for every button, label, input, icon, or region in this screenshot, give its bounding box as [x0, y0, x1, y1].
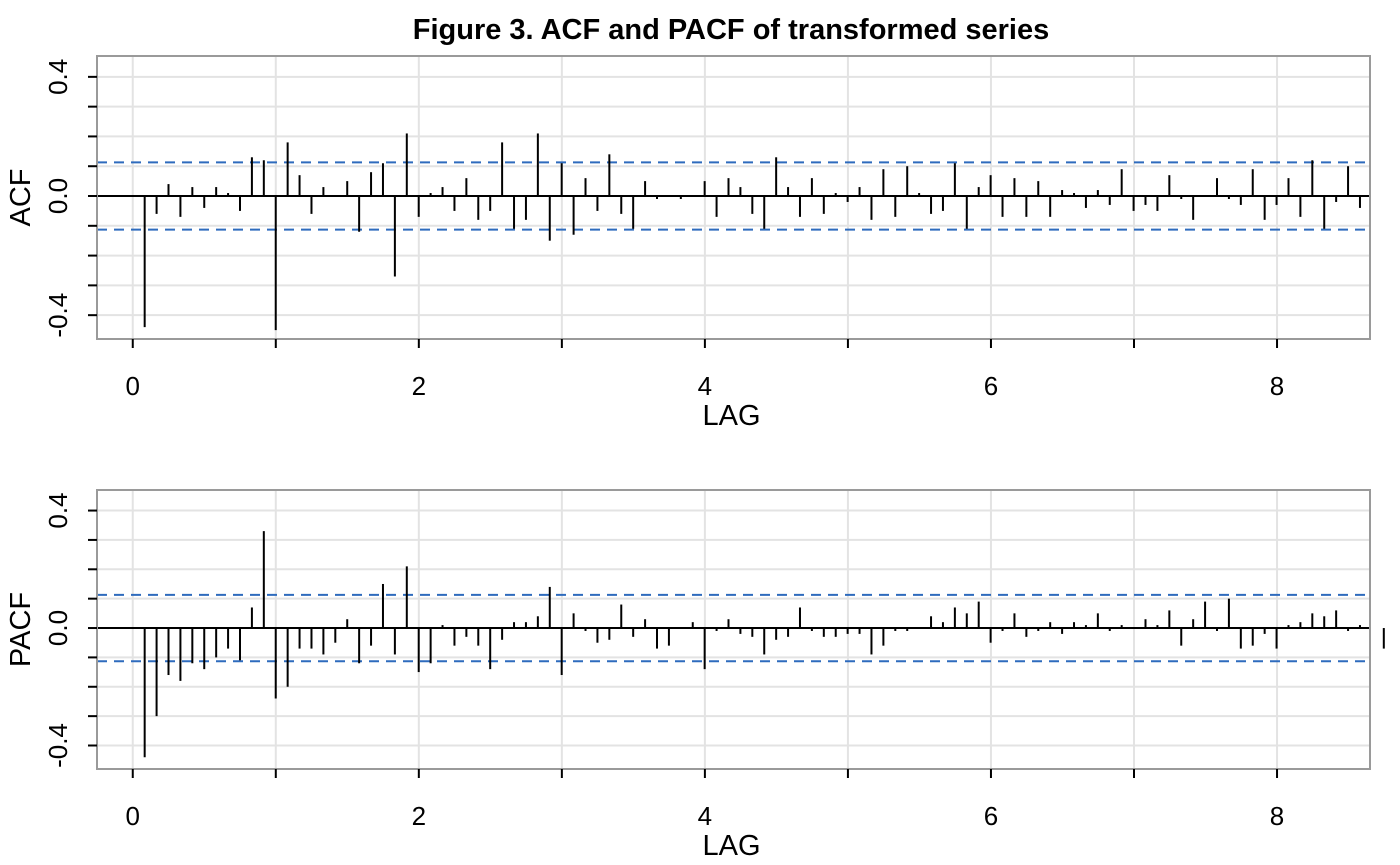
pacf-panel: -0.4 0.0 0.4 0 2 4 6 8 LAG PACF — [5, 489, 1385, 862]
acf-x-tick-label: 0 — [126, 371, 140, 401]
pacf-plot-area — [97, 490, 1370, 769]
acf-x-tick-label: 6 — [984, 371, 998, 401]
acf-y-tick-label: 0.0 — [43, 178, 73, 214]
pacf-y-tick-label: 0.4 — [43, 492, 73, 528]
pacf-y-tick-label: -0.4 — [43, 723, 73, 768]
acf-x-tick-label: 8 — [1270, 371, 1284, 401]
acf-y-tick-label: 0.4 — [43, 59, 73, 95]
acf-x-tick-label: 2 — [412, 371, 426, 401]
pacf-y-axis-label: PACF — [5, 592, 37, 667]
pacf-x-tick-label: 8 — [1270, 801, 1284, 831]
figure-title: Figure 3. ACF and PACF of transformed se… — [413, 14, 1050, 46]
acf-y-tick-label: -0.4 — [43, 293, 73, 338]
acf-y-axis-label: ACF — [5, 169, 37, 227]
pacf-x-tick-label: 0 — [126, 801, 140, 831]
pacf-frame — [96, 489, 1371, 770]
pacf-y-tick-label: 0.0 — [43, 610, 73, 646]
acf-plot-area — [97, 56, 1370, 339]
pacf-x-tick-label: 2 — [412, 801, 426, 831]
pacf-x-axis-label: LAG — [702, 830, 760, 862]
acf-frame — [96, 55, 1371, 340]
acf-x-axis-label: LAG — [702, 400, 760, 432]
acf-x-tick-label: 4 — [698, 371, 712, 401]
acf-panel: -0.4 0.0 0.4 0 2 4 6 8 LAG ACF — [5, 55, 1371, 432]
pacf-x-tick-label: 4 — [698, 801, 712, 831]
pacf-x-tick-label: 6 — [984, 801, 998, 831]
